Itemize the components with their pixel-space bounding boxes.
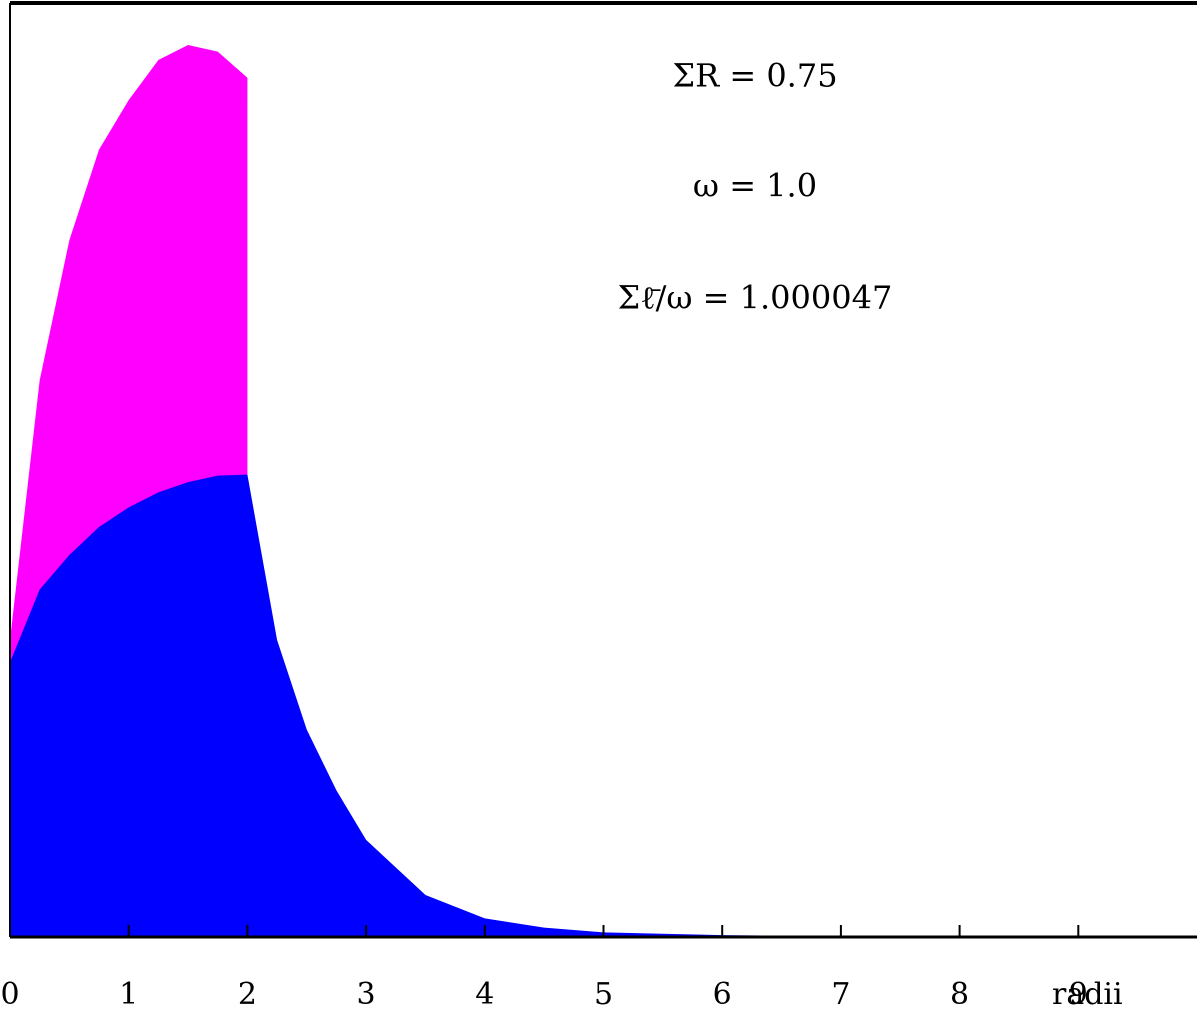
x-tick-label: 2 xyxy=(238,977,257,1011)
x-tick-label: 9 xyxy=(1069,977,1088,1011)
annotation: ΣR = 0.75 xyxy=(672,57,837,95)
area xyxy=(10,474,1197,937)
x-tick-label: 7 xyxy=(831,977,850,1011)
x-tick-label: 6 xyxy=(713,977,732,1011)
x-tick-label: 8 xyxy=(950,977,969,1011)
x-tick-label: 0 xyxy=(0,977,19,1011)
annotation: ω = 1.0 xyxy=(693,167,817,205)
x-tick-label: 5 xyxy=(594,977,613,1011)
annotation: Σℓ̄/ω = 1.000047 xyxy=(618,279,893,317)
x-tick-label: 4 xyxy=(475,977,494,1011)
x-tick-label: 1 xyxy=(119,977,138,1011)
x-tick-label: 3 xyxy=(357,977,376,1011)
x-axis-label: radii xyxy=(1052,977,1123,1011)
plot-area xyxy=(10,45,1197,937)
